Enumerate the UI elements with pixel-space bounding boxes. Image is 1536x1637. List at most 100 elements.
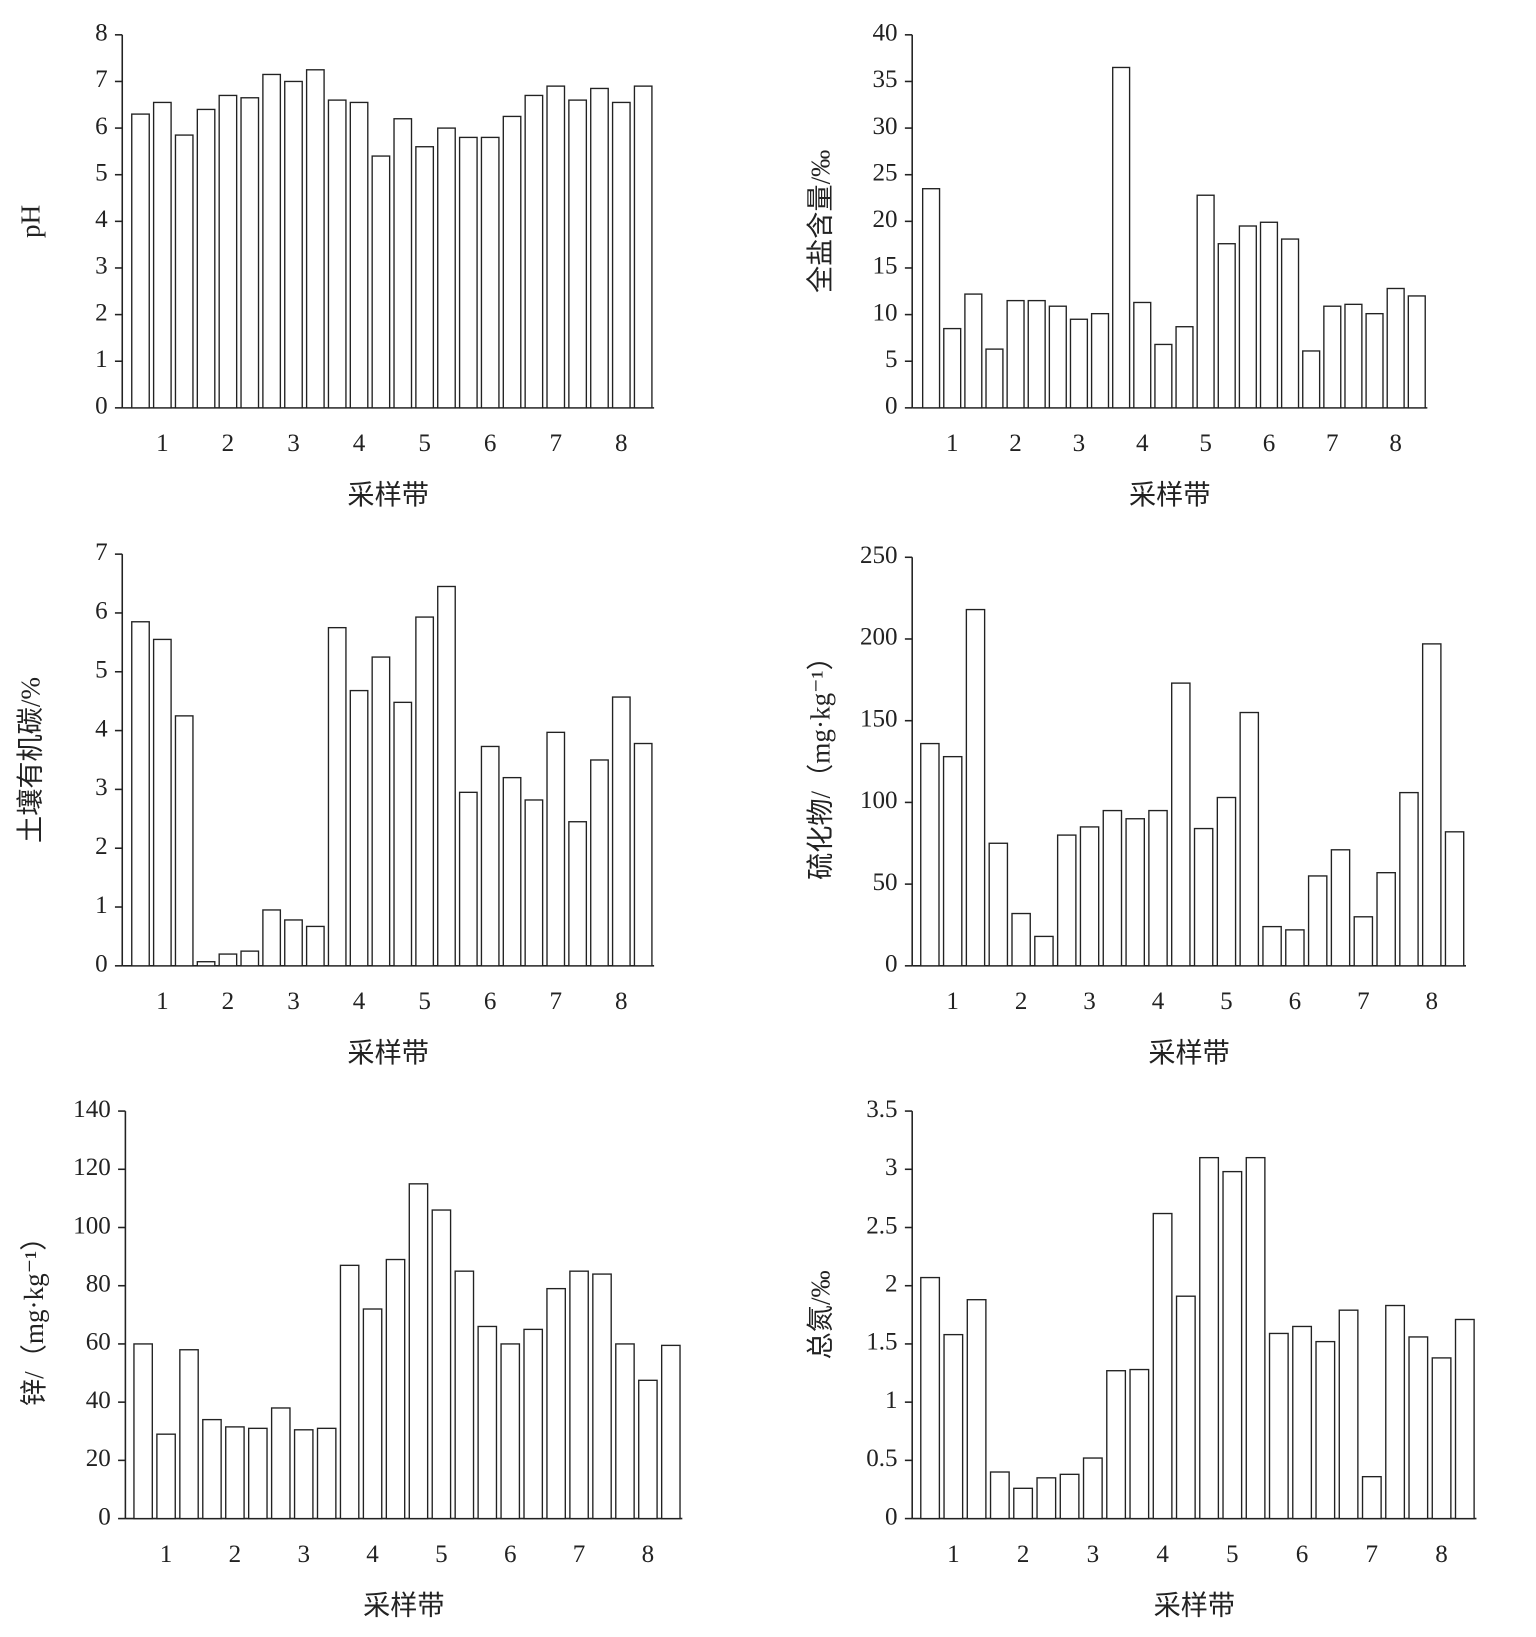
bar <box>964 293 983 409</box>
bar <box>1102 809 1123 967</box>
bar <box>590 759 609 967</box>
bar <box>1302 350 1321 409</box>
x-axis-label: 采样带 <box>347 1038 428 1068</box>
x-tick-label: 4 <box>1152 988 1165 1015</box>
y-tick-label: 3 <box>95 253 108 280</box>
bar <box>480 136 500 409</box>
bar <box>437 585 456 967</box>
y-tick-label: 6 <box>95 598 108 625</box>
bar <box>152 638 172 967</box>
bar <box>1036 1477 1057 1520</box>
bar <box>1216 796 1237 967</box>
x-tick-label: 4 <box>1156 1541 1169 1568</box>
bar <box>1171 682 1191 967</box>
y-tick-label: 0 <box>95 393 108 420</box>
x-tick-label: 6 <box>1296 1541 1309 1568</box>
y-tick-label: 100 <box>860 787 898 814</box>
x-tick-label: 1 <box>946 988 959 1015</box>
bar <box>1129 1368 1150 1520</box>
bar <box>202 1418 222 1520</box>
bar <box>502 115 522 409</box>
bar <box>943 327 962 409</box>
x-tick-label: 1 <box>156 988 169 1015</box>
bar <box>590 87 609 409</box>
y-axis-label: 全盐含量/‰ <box>806 150 836 293</box>
y-tick-label: 140 <box>73 1096 111 1123</box>
x-tick-label: 7 <box>549 430 562 457</box>
bar <box>1408 1336 1429 1520</box>
x-tick-label: 1 <box>160 1541 173 1568</box>
y-tick-label: 8 <box>95 20 108 47</box>
x-tick-label: 2 <box>229 1541 242 1568</box>
bar <box>524 799 544 967</box>
bar <box>1386 287 1405 409</box>
bar <box>1082 1457 1103 1520</box>
x-tick-label: 6 <box>484 430 497 457</box>
bar <box>1262 925 1282 967</box>
y-tick-label: 4 <box>95 206 108 233</box>
bar <box>611 696 631 967</box>
bar <box>569 1270 589 1520</box>
y-tick-label: 20 <box>873 206 898 233</box>
x-tick-label: 4 <box>353 430 366 457</box>
bar <box>431 1209 452 1520</box>
x-tick-label: 6 <box>504 1541 517 1568</box>
x-tick-label: 7 <box>573 1541 586 1568</box>
x-axis-label: 采样带 <box>347 480 428 510</box>
bar <box>638 1379 658 1520</box>
bar <box>1048 305 1067 409</box>
bar <box>1431 1357 1452 1520</box>
x-tick-label: 5 <box>1226 1541 1239 1568</box>
y-tick-label: 50 <box>873 869 898 896</box>
bar <box>1344 303 1363 409</box>
x-tick-label: 8 <box>615 988 628 1015</box>
bar <box>1006 299 1025 409</box>
bar <box>1238 225 1257 409</box>
bar <box>327 626 347 967</box>
bar <box>1454 1318 1475 1520</box>
bar <box>1112 66 1131 409</box>
x-tick-label: 6 <box>484 988 497 1015</box>
y-tick-label: 1 <box>95 892 108 919</box>
x-tick-label: 3 <box>1073 430 1086 457</box>
x-tick-label: 7 <box>1366 1541 1379 1568</box>
bar <box>1125 818 1145 967</box>
y-tick-label: 2 <box>95 299 108 326</box>
y-tick-label: 2.5 <box>866 1212 897 1239</box>
y-tick-label: 3 <box>95 774 108 801</box>
bar <box>179 1349 199 1520</box>
bar <box>196 108 216 409</box>
bar <box>1013 1487 1034 1520</box>
x-tick-label: 4 <box>366 1541 379 1568</box>
bar <box>240 950 260 967</box>
bar <box>660 1344 681 1520</box>
bar <box>174 715 194 967</box>
x-tick-label: 5 <box>418 988 431 1015</box>
bar <box>458 136 478 409</box>
bar <box>218 953 238 967</box>
bar <box>305 925 325 967</box>
bar <box>480 745 500 967</box>
bar <box>1069 318 1089 409</box>
x-tick-label: 6 <box>1263 430 1276 457</box>
bar <box>1361 1475 1382 1520</box>
bar <box>284 80 303 409</box>
bar <box>327 99 347 409</box>
bar <box>920 742 940 967</box>
y-axis-label: pH <box>16 205 46 238</box>
x-tick-label: 1 <box>156 430 169 457</box>
bar <box>454 1270 475 1520</box>
bar <box>270 1407 291 1520</box>
bar <box>546 1287 566 1520</box>
bar <box>240 97 260 409</box>
y-tick-label: 0 <box>885 1503 898 1530</box>
bar <box>156 1433 176 1520</box>
x-tick-label: 3 <box>287 430 300 457</box>
y-axis-label: 硫化物/（mg·kg⁻¹） <box>806 643 836 880</box>
bar <box>1285 929 1305 967</box>
bar <box>920 1276 941 1520</box>
y-tick-label: 40 <box>86 1387 111 1414</box>
x-axis-label: 采样带 <box>363 1591 444 1621</box>
y-tick-label: 4 <box>95 715 108 742</box>
y-tick-label: 2 <box>885 1270 898 1297</box>
